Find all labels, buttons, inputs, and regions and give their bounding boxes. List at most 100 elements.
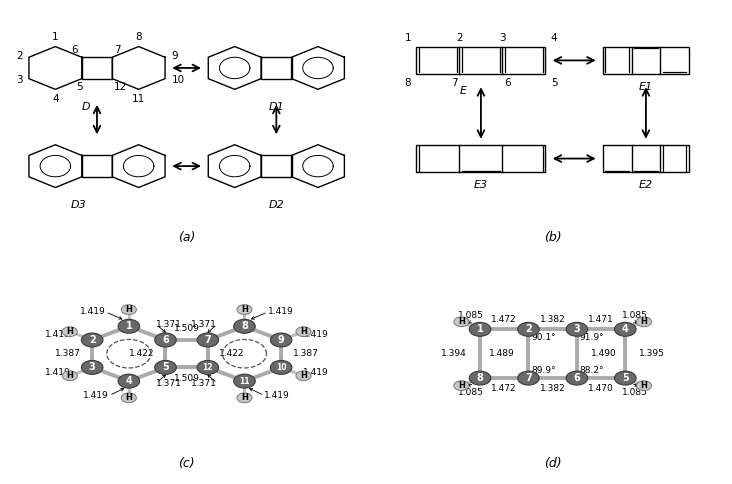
Text: 1.085: 1.085: [458, 311, 484, 320]
Circle shape: [234, 319, 255, 333]
Text: H: H: [241, 393, 248, 402]
Text: 1: 1: [52, 32, 59, 42]
Text: H: H: [458, 381, 465, 390]
Text: 89.9°: 89.9°: [531, 365, 556, 375]
Text: 2: 2: [89, 335, 96, 345]
Text: 1.422: 1.422: [130, 349, 154, 358]
Text: H: H: [640, 318, 647, 326]
Text: E: E: [460, 86, 467, 95]
Text: 1.085: 1.085: [621, 388, 648, 397]
Text: 7: 7: [114, 45, 121, 55]
Bar: [417, 46, 545, 74]
Text: 1.419: 1.419: [264, 391, 290, 400]
Text: 1.509: 1.509: [173, 374, 200, 383]
Circle shape: [615, 371, 636, 385]
Circle shape: [636, 317, 651, 327]
Text: 91.9°: 91.9°: [580, 333, 605, 343]
Text: 1.085: 1.085: [621, 311, 648, 320]
Text: (b): (b): [544, 231, 561, 244]
Text: 10: 10: [276, 363, 286, 372]
Circle shape: [118, 319, 140, 333]
Circle shape: [518, 322, 539, 336]
Circle shape: [454, 381, 469, 391]
Bar: [603, 145, 689, 172]
Circle shape: [237, 393, 252, 403]
Text: 1.419: 1.419: [45, 330, 70, 339]
Text: (a): (a): [178, 231, 195, 244]
Text: 7: 7: [451, 78, 458, 88]
Text: 11: 11: [239, 377, 250, 386]
Text: 1.419: 1.419: [83, 391, 109, 400]
Text: (d): (d): [544, 457, 561, 470]
Text: 8: 8: [135, 32, 142, 42]
Text: H: H: [67, 371, 73, 380]
Circle shape: [270, 361, 292, 375]
Text: 4: 4: [125, 376, 132, 386]
Text: 1.489: 1.489: [489, 349, 515, 358]
Text: D2: D2: [269, 200, 284, 210]
Circle shape: [118, 374, 140, 388]
Text: H: H: [241, 305, 248, 314]
Text: 1.371: 1.371: [191, 378, 217, 388]
Text: H: H: [458, 318, 465, 326]
Circle shape: [122, 393, 136, 403]
Text: 6: 6: [573, 373, 580, 383]
Text: D3: D3: [71, 200, 87, 210]
Text: 3: 3: [499, 33, 506, 43]
Circle shape: [234, 374, 255, 388]
Text: E3: E3: [474, 180, 488, 190]
Text: 1: 1: [125, 321, 132, 331]
Text: 6: 6: [504, 78, 511, 88]
Text: 1.470: 1.470: [589, 384, 614, 393]
Text: 1.419: 1.419: [303, 368, 329, 377]
Circle shape: [197, 361, 219, 375]
Text: 1.382: 1.382: [539, 315, 566, 323]
Text: 9: 9: [171, 51, 178, 61]
Text: 2: 2: [16, 51, 23, 61]
Text: 1: 1: [477, 324, 483, 334]
Text: 1.472: 1.472: [491, 384, 517, 393]
Circle shape: [615, 322, 636, 336]
Circle shape: [469, 322, 490, 336]
Circle shape: [81, 333, 103, 347]
Circle shape: [296, 327, 311, 336]
Text: 1.371: 1.371: [191, 320, 217, 329]
Text: 1.422: 1.422: [219, 349, 244, 358]
Circle shape: [636, 381, 651, 391]
Text: 4: 4: [551, 33, 558, 43]
Text: 3: 3: [573, 324, 580, 334]
Text: 1: 1: [404, 33, 411, 43]
Text: 4: 4: [622, 324, 629, 334]
Text: 1.490: 1.490: [591, 349, 616, 358]
Text: 1.387: 1.387: [55, 349, 81, 358]
Text: E2: E2: [639, 180, 653, 190]
Text: 7: 7: [204, 335, 212, 345]
Text: 1.509: 1.509: [173, 324, 200, 333]
Circle shape: [62, 371, 78, 380]
Text: 1.419: 1.419: [303, 330, 329, 339]
Text: 1.395: 1.395: [639, 349, 665, 358]
Bar: [417, 145, 545, 172]
Text: 5: 5: [622, 373, 629, 383]
Text: 11: 11: [132, 94, 145, 104]
Text: 1.371: 1.371: [156, 378, 182, 388]
Circle shape: [197, 333, 219, 347]
Text: 6: 6: [72, 45, 78, 55]
Circle shape: [296, 371, 311, 380]
Text: 2: 2: [456, 33, 463, 43]
Circle shape: [122, 305, 136, 315]
Text: 2: 2: [525, 324, 532, 334]
Text: H: H: [125, 393, 132, 402]
Text: (c): (c): [179, 457, 195, 470]
Text: H: H: [125, 305, 132, 314]
Text: 5: 5: [162, 363, 169, 372]
Circle shape: [154, 361, 176, 375]
Circle shape: [518, 371, 539, 385]
Text: 1.085: 1.085: [458, 388, 484, 397]
Text: 8: 8: [404, 78, 411, 88]
Text: 1.382: 1.382: [539, 384, 566, 393]
Text: 6: 6: [162, 335, 169, 345]
Text: 90.1°: 90.1°: [531, 333, 556, 343]
Circle shape: [566, 371, 588, 385]
Circle shape: [81, 361, 103, 375]
